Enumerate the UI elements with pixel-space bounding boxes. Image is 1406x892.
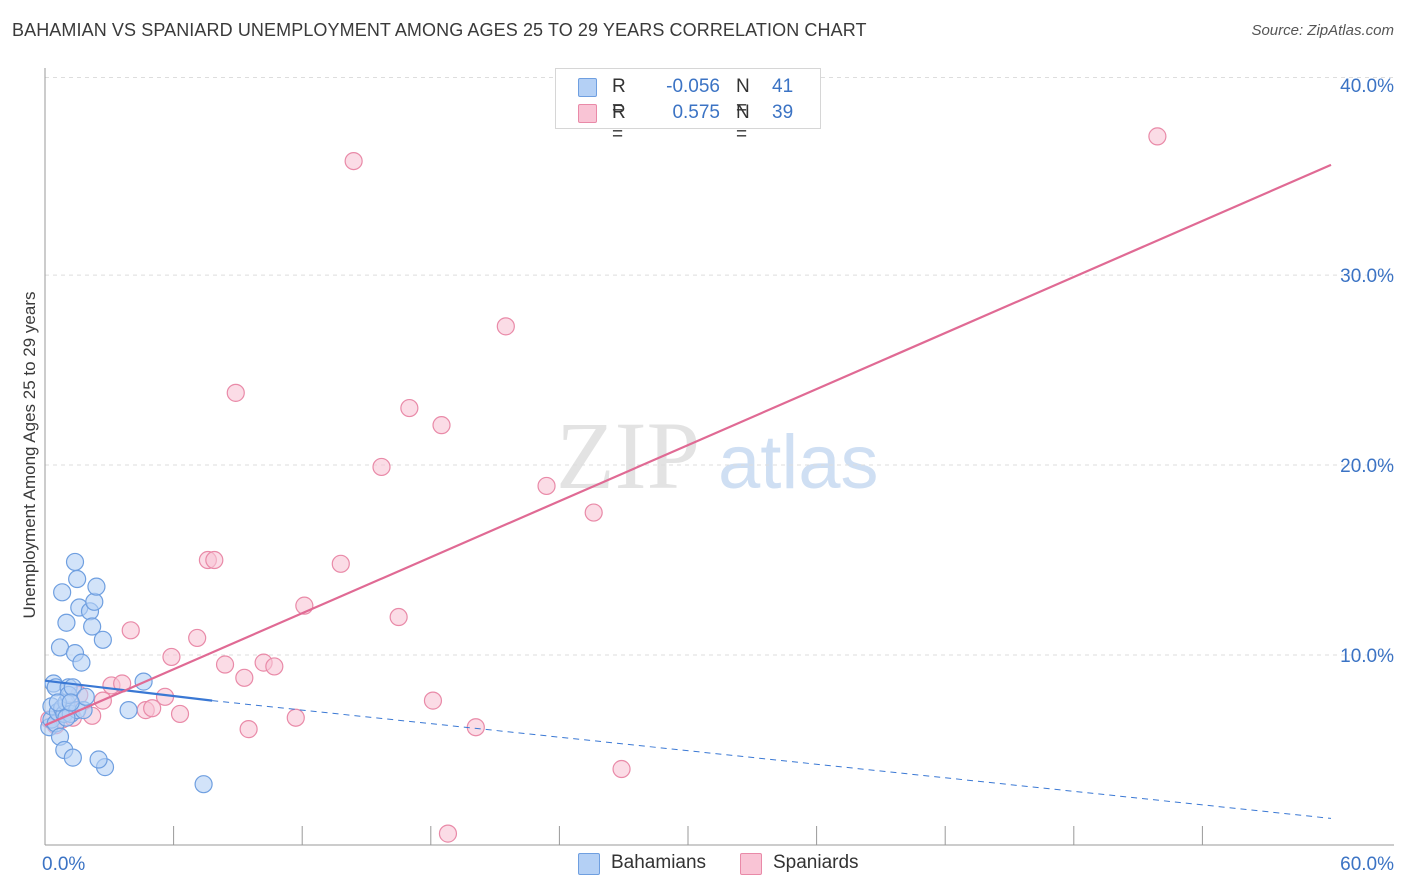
- bahamian-point: [87, 577, 106, 596]
- y-tick-label: 30.0%: [1340, 266, 1394, 287]
- legend-n-value: 41: [772, 76, 794, 97]
- legend-n-label: N =: [736, 76, 750, 119]
- bahamians-trend-line: [212, 700, 1332, 819]
- spaniard-point: [432, 416, 451, 435]
- spaniard-point: [496, 317, 515, 336]
- spaniards-label: Spaniards: [773, 852, 859, 873]
- tick-labels: 10.0% 20.0% 30.0% 40.0% 0.0% 60.0%: [42, 76, 1394, 875]
- spaniard-point: [235, 668, 254, 687]
- spaniard-point: [423, 691, 443, 710]
- spaniard-point: [1148, 127, 1167, 146]
- watermark: ZIP atlas: [556, 402, 879, 509]
- bahamian-point: [65, 552, 85, 572]
- spaniard-point: [389, 607, 408, 627]
- bahamian-point: [119, 701, 138, 720]
- bahamian-point: [72, 653, 91, 672]
- spaniard-point: [344, 151, 363, 171]
- spaniard-point: [121, 621, 140, 640]
- y-axis-label: Unemployment Among Ages 25 to 29 years: [20, 291, 39, 619]
- bahamian-point: [57, 613, 76, 632]
- bahamian-point: [53, 583, 72, 602]
- trend-lines: [44, 163, 1332, 819]
- spaniard-point: [155, 687, 175, 706]
- x-tick-label: 60.0%: [1340, 854, 1394, 875]
- spaniard-point: [438, 824, 458, 843]
- spaniard-point: [215, 655, 235, 674]
- watermark-atlas: atlas: [718, 420, 879, 505]
- spaniards-swatch: [740, 853, 762, 875]
- bahamian-point: [93, 630, 112, 649]
- correlation-legend: R = -0.056 N = 41 R = 0.575 N = 39: [555, 68, 821, 145]
- spaniard-point: [265, 657, 284, 676]
- y-tick-label: 20.0%: [1340, 456, 1394, 477]
- source-label: Source: ZipAtlas.com: [1251, 22, 1394, 39]
- spaniard-point: [612, 759, 631, 779]
- spaniard-point: [143, 699, 162, 718]
- legend-r-value: 0.575: [672, 102, 720, 123]
- legend-n-value: 39: [772, 102, 794, 123]
- bahamian-point: [85, 592, 104, 611]
- bahamians-swatch: [578, 853, 600, 875]
- spaniard-point: [170, 704, 190, 724]
- bahamians-trend-line: [44, 679, 213, 702]
- bahamian-point: [194, 775, 213, 794]
- spaniards-trend-line: [44, 163, 1332, 727]
- x-tick-label: 0.0%: [42, 854, 85, 875]
- legend-swatch-blue: [578, 78, 597, 97]
- spaniard-point: [188, 628, 207, 648]
- y-tick-label: 40.0%: [1340, 76, 1394, 97]
- spaniard-point: [162, 647, 181, 667]
- bahamian-point: [89, 750, 108, 769]
- bahamian-point: [68, 569, 87, 589]
- bahamian-point: [61, 693, 80, 712]
- bahamians-label: Bahamians: [611, 852, 707, 873]
- legend-r-label: R =: [612, 76, 626, 119]
- spaniard-point: [286, 708, 305, 727]
- legend-r-label: R =: [612, 102, 626, 145]
- data-points: [40, 127, 1167, 843]
- spaniard-point: [372, 457, 391, 477]
- y-tick-label: 10.0%: [1340, 646, 1394, 667]
- spaniard-point: [205, 550, 224, 570]
- spaniard-point: [466, 718, 485, 737]
- spaniard-point: [239, 720, 258, 739]
- spaniard-point: [331, 554, 350, 573]
- legend-r-value: -0.056: [666, 76, 720, 97]
- spaniard-point: [400, 398, 419, 418]
- bahamian-point: [83, 617, 102, 636]
- legend-swatch-pink: [578, 104, 597, 123]
- y-gridlines: [45, 76, 1394, 656]
- bahamian-point: [63, 748, 82, 767]
- legend-n-label: N =: [736, 102, 750, 145]
- chart-title: BAHAMIAN VS SPANIARD UNEMPLOYMENT AMONG …: [12, 20, 867, 40]
- spaniard-point: [226, 383, 245, 402]
- spaniard-point: [537, 476, 556, 496]
- spaniard-point: [584, 503, 603, 522]
